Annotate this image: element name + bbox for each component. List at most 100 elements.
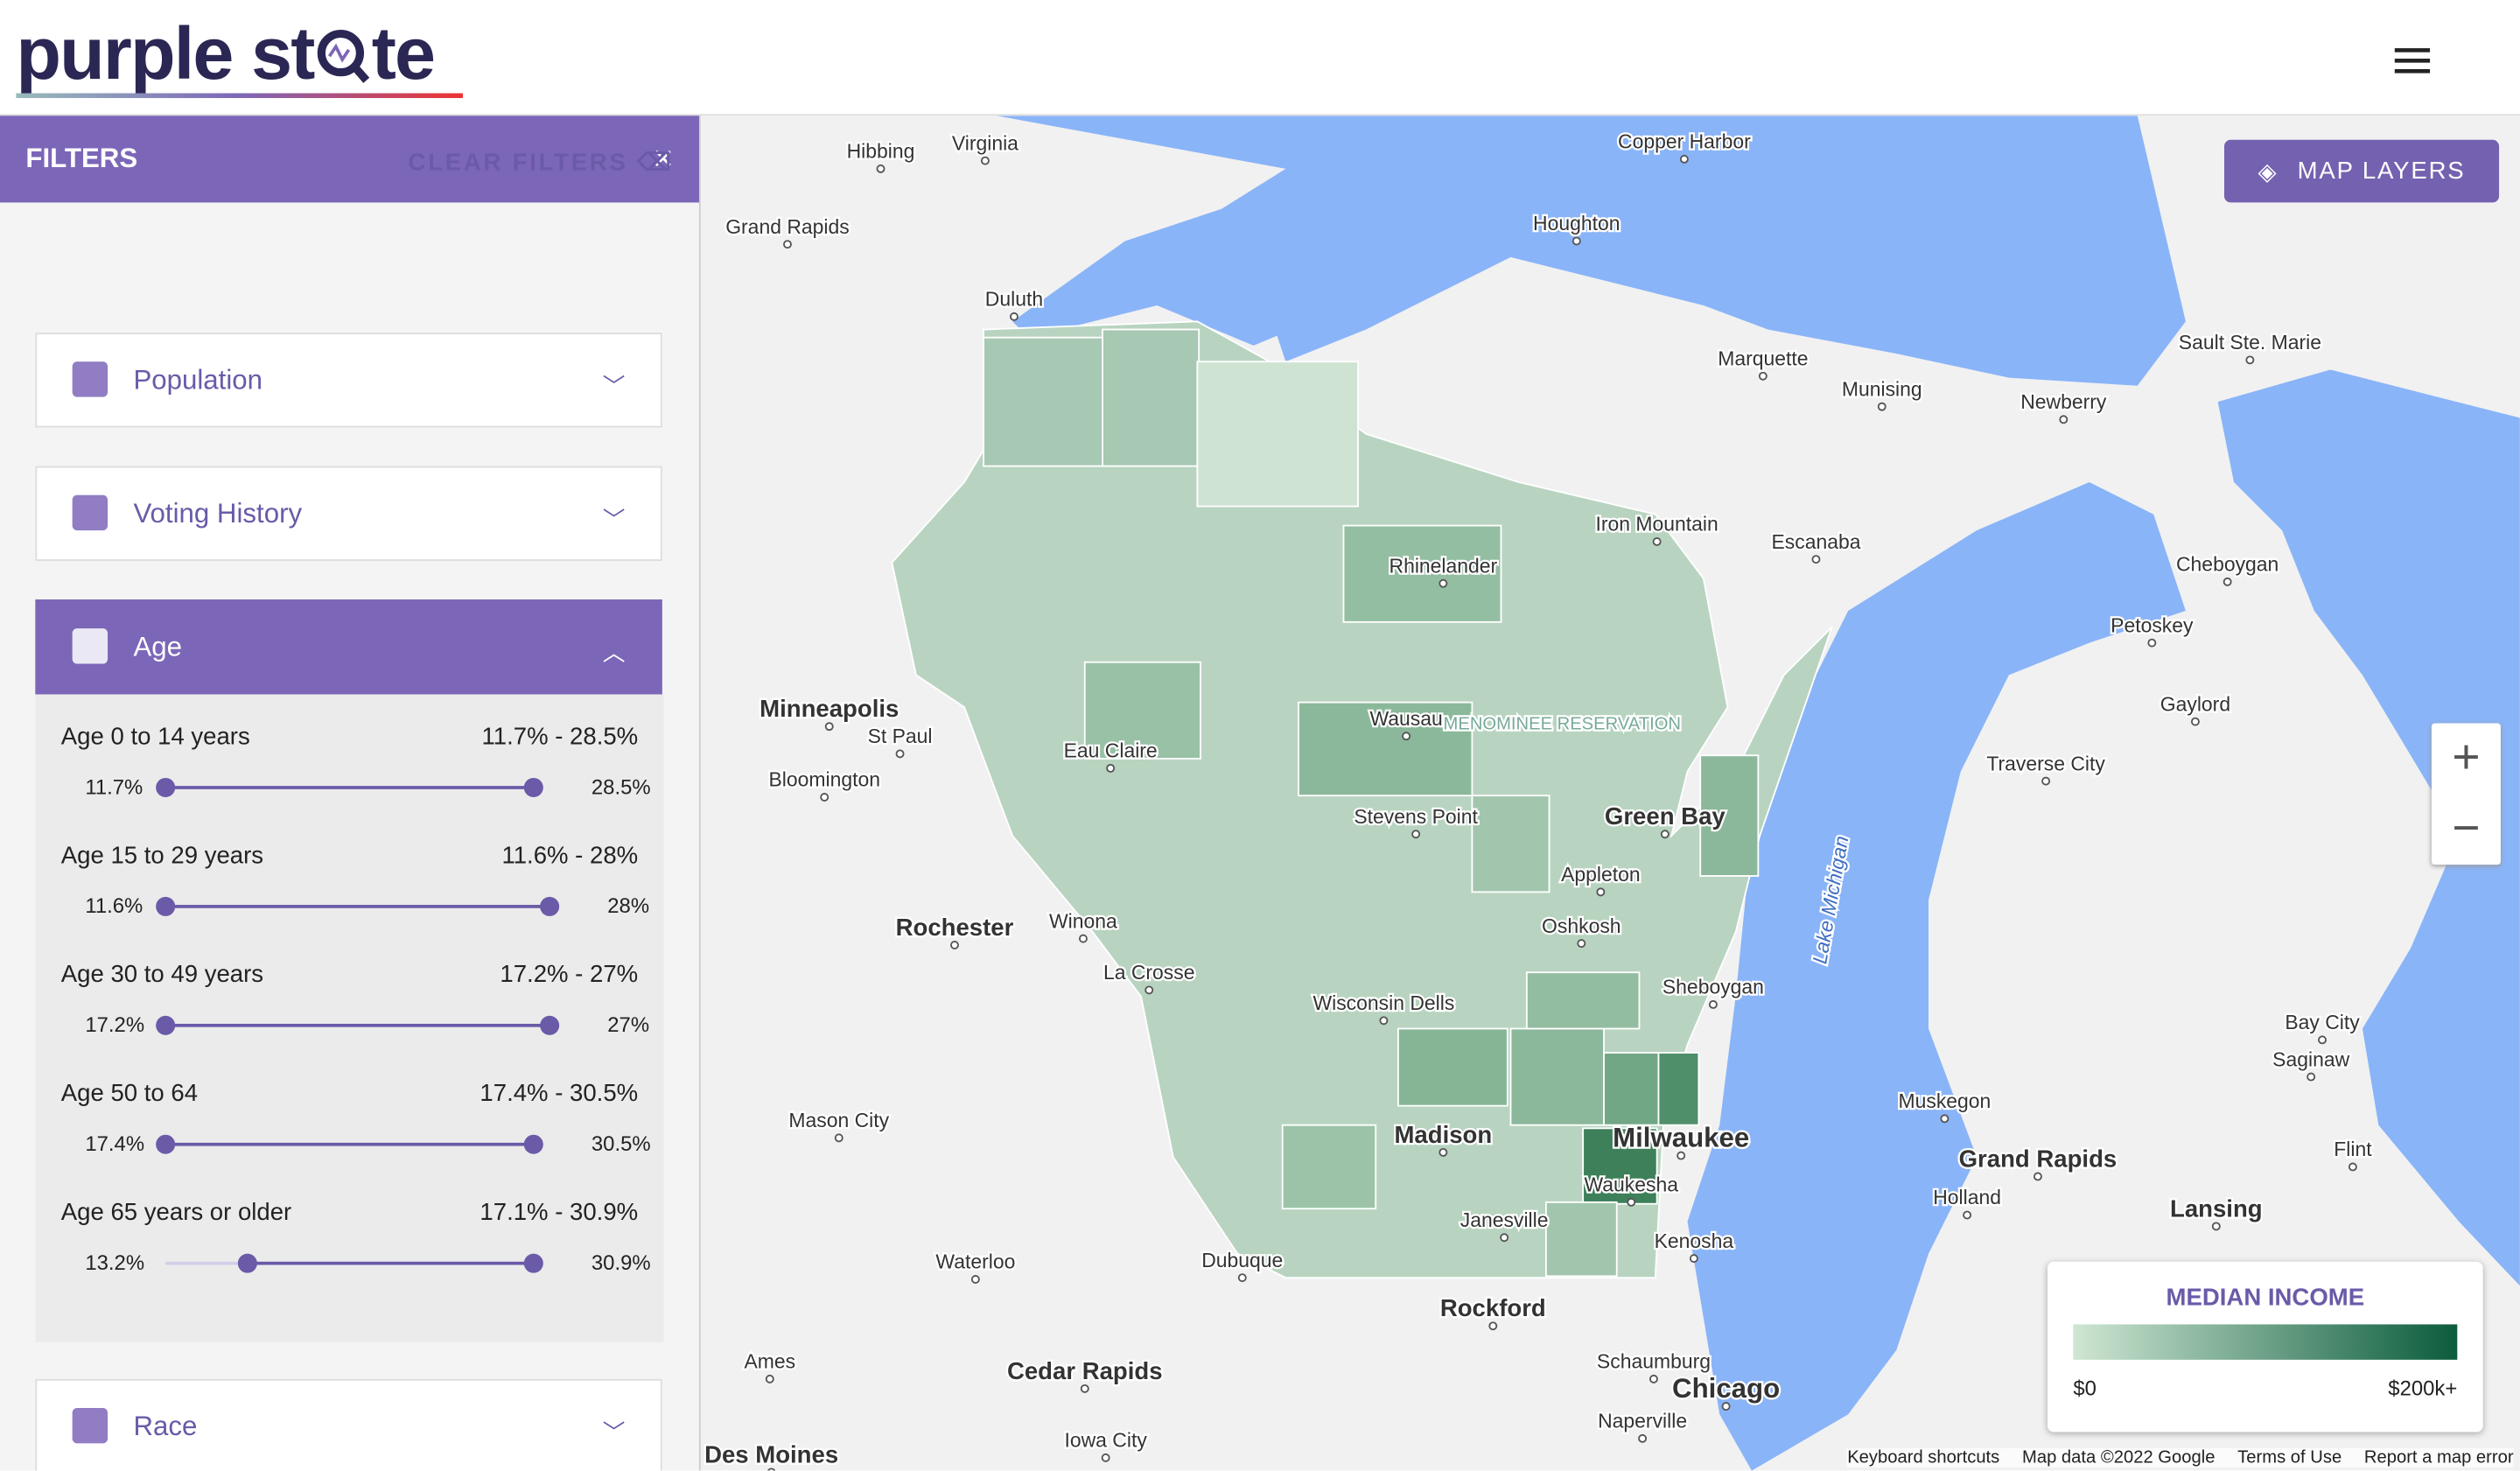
place-label: Iowa City xyxy=(1064,1429,1147,1452)
zoom-in[interactable]: + xyxy=(2452,731,2481,785)
place-label: Bloomington xyxy=(768,768,880,791)
age-label: Age 15 to 29 years xyxy=(60,842,264,870)
place-label: Rockford xyxy=(1440,1294,1546,1321)
attribution-link[interactable]: Map data ©2022 Google xyxy=(2021,1447,2216,1467)
place-dot xyxy=(2147,638,2157,648)
county xyxy=(1196,361,1359,508)
place-label: Mason City xyxy=(788,1109,889,1131)
place-label: Virginia xyxy=(952,131,1018,154)
place-label: Rochester xyxy=(896,914,1014,941)
legend-min: $0 xyxy=(2073,1376,2096,1400)
menu-button[interactable] xyxy=(2394,45,2433,77)
place-label: Naperville xyxy=(1598,1410,1687,1432)
age-label: Age 30 to 49 years xyxy=(60,961,264,989)
slider-min: 13.2% xyxy=(85,1250,145,1275)
place-dot xyxy=(2222,577,2232,586)
age-label: Age 0 to 14 years xyxy=(60,723,250,751)
place-label: Ames xyxy=(744,1350,795,1373)
logo[interactable]: purple st te xyxy=(16,10,436,96)
place-dot xyxy=(1402,732,1411,741)
place-dot xyxy=(824,722,834,732)
place-label: Muskegon xyxy=(1898,1089,1991,1112)
place-dot xyxy=(1500,1233,1509,1243)
place-dot xyxy=(1708,999,1718,1009)
zoom-controls: + − xyxy=(2431,723,2501,865)
place-label: Wausau xyxy=(1369,707,1442,730)
slider-max: 28% xyxy=(607,893,650,918)
chevron: ﹀ xyxy=(602,1418,626,1446)
place-label: Winona xyxy=(1049,909,1117,932)
place-dot xyxy=(2245,355,2255,365)
zoom-out[interactable]: − xyxy=(2452,802,2481,856)
slider-handle[interactable] xyxy=(540,896,560,916)
slider-min: 17.2% xyxy=(85,1012,145,1037)
attribution-link[interactable]: Keyboard shortcuts xyxy=(1847,1447,2000,1467)
place-label: Stevens Point xyxy=(1354,805,1478,828)
place-dot xyxy=(2306,1072,2316,1082)
place-dot xyxy=(970,1275,980,1284)
place-label: Sault Ste. Marie xyxy=(2179,331,2321,354)
county xyxy=(1525,971,1641,1030)
place-label: Hibbing xyxy=(847,140,915,163)
place-dot xyxy=(1009,312,1018,321)
place-dot xyxy=(876,164,886,173)
county xyxy=(1544,1201,1618,1278)
place-dot xyxy=(1080,1383,1089,1393)
legend-gradient xyxy=(2073,1324,2458,1360)
place-dot xyxy=(1078,934,1088,943)
clear-filters[interactable]: CLEAR FILTERS ⌫ xyxy=(408,149,674,178)
place-label: MENOMINEE RESERVATION xyxy=(1444,715,1681,734)
filters-header: FILTERS × xyxy=(0,116,699,203)
county xyxy=(1603,1052,1660,1126)
place-dot xyxy=(767,1467,776,1471)
place-label: Grand Rapids xyxy=(725,215,850,238)
slider-handle[interactable] xyxy=(237,1253,257,1273)
map-layers-label: MAP LAYERS xyxy=(2297,157,2466,186)
slider-handle[interactable] xyxy=(523,1134,543,1154)
attribution-link[interactable]: Report a map error xyxy=(2363,1447,2514,1467)
slider-handle[interactable] xyxy=(156,1134,176,1154)
section-label: Voting History xyxy=(133,497,303,529)
slider-handle[interactable] xyxy=(540,1015,560,1035)
logo-text: te xyxy=(371,11,436,95)
slider-handle[interactable] xyxy=(523,1253,543,1273)
slider-min: 11.6% xyxy=(85,893,144,918)
place-dot xyxy=(765,1374,774,1383)
filters-title: FILTERS xyxy=(25,143,138,174)
place-label: Appleton xyxy=(1561,863,1641,886)
slider-max: 30.9% xyxy=(591,1250,651,1275)
place-label: Schaumburg xyxy=(1597,1350,1711,1373)
attribution-link[interactable]: Terms of Use xyxy=(2237,1447,2342,1467)
place-dot xyxy=(834,1133,844,1143)
place-dot xyxy=(2318,1035,2327,1045)
slider-handle[interactable] xyxy=(156,1015,176,1035)
place-dot xyxy=(895,749,905,759)
place-dot xyxy=(1963,1210,1972,1220)
attribution: Keyboard shortcuts Map data ©2022 Google T… xyxy=(1847,1447,2514,1467)
close-button[interactable]: × xyxy=(652,137,674,179)
filter-section[interactable]: Age ︿ xyxy=(35,599,662,695)
place-dot xyxy=(2211,1222,2221,1231)
age-range: 17.1% - 30.9% xyxy=(480,1199,639,1227)
chevron: ﹀ xyxy=(602,373,626,399)
place-dot xyxy=(1596,887,1606,897)
place-label: Waukesha xyxy=(1584,1173,1678,1196)
place-dot xyxy=(1877,402,1886,411)
place-dot xyxy=(1627,1197,1636,1207)
slider-handle[interactable] xyxy=(156,896,176,916)
filter-section[interactable]: Population ﹀ xyxy=(35,333,662,428)
chevron: ︿ xyxy=(602,640,626,666)
section-icon xyxy=(72,1407,108,1444)
slider-handle[interactable] xyxy=(156,777,176,798)
map-layers-button[interactable]: ◈ MAP LAYERS xyxy=(2223,139,2500,203)
county xyxy=(1083,661,1201,760)
filter-section[interactable]: Race ﹀ xyxy=(35,1378,662,1471)
filter-section[interactable]: Voting History ﹀ xyxy=(35,466,662,562)
slider-handle[interactable] xyxy=(523,777,543,798)
place-dot xyxy=(1721,1402,1731,1411)
place-label: Chicago xyxy=(1672,1373,1780,1404)
slider-min: 11.7% xyxy=(85,774,144,799)
logo-underline xyxy=(16,93,463,99)
slider-max: 28.5% xyxy=(591,774,651,799)
